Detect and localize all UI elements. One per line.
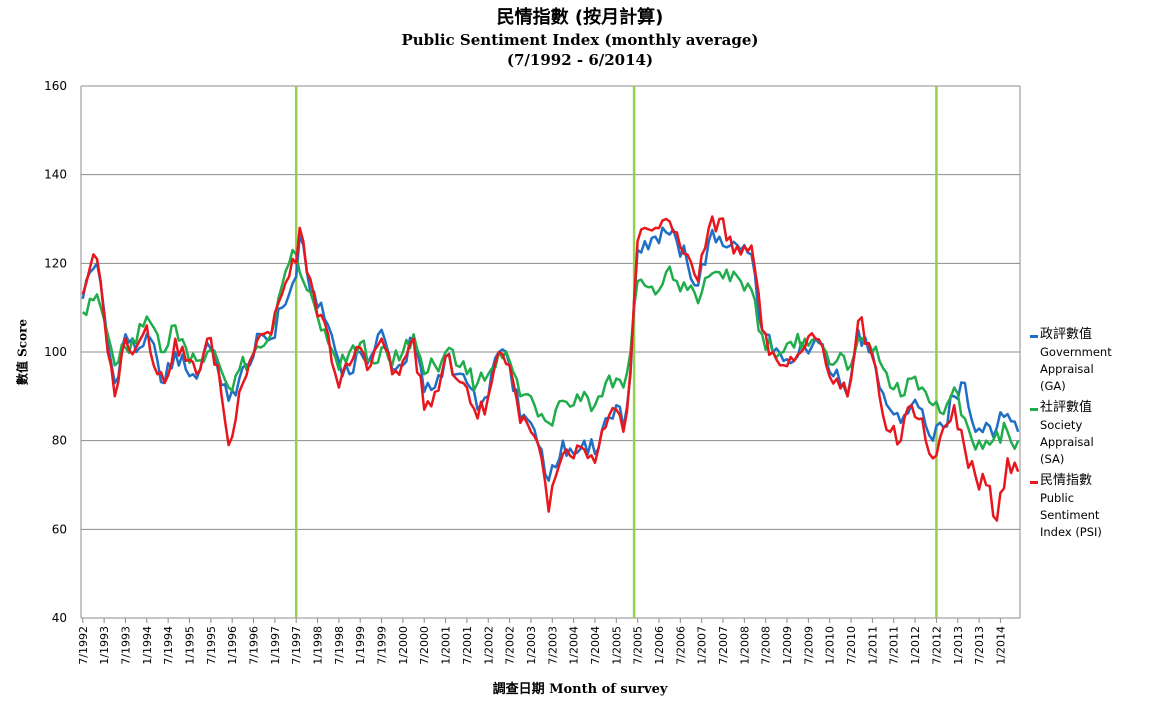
- x-tick-label: 7/1996: [248, 626, 261, 665]
- x-axis-label: 調查日期 Month of survey: [492, 682, 668, 697]
- x-tick-label: 7/2013: [973, 626, 986, 665]
- x-tick-label: 7/2012: [930, 626, 943, 665]
- legend-name-ga: 政評數值: [1040, 327, 1093, 342]
- x-tick-label: 1/1997: [269, 626, 282, 665]
- x-tick-label: 1/2008: [738, 626, 751, 665]
- x-tick-label: 7/2000: [418, 626, 431, 665]
- series-line-0: [81, 226, 1020, 482]
- y-tick-label: 120: [44, 256, 67, 270]
- y-tick-label: 100: [44, 345, 67, 359]
- axes: [80, 86, 1021, 618]
- x-tick-label: 7/1997: [290, 626, 303, 665]
- y-tick-label: 60: [52, 522, 67, 536]
- x-tick-label: 1/2003: [525, 626, 538, 665]
- title-block: 民情指數 (按月計算) Public Sentiment Index (mont…: [80, 6, 1080, 70]
- x-tick-label: 1/1995: [183, 626, 196, 665]
- x-tick-label: 7/2010: [845, 626, 858, 665]
- x-tick-label: 1/2009: [781, 626, 794, 665]
- x-tick-label: 1/1996: [226, 626, 239, 665]
- x-tick-label: 1/2002: [482, 626, 495, 665]
- legend-name-en-ga: Government Appraisal (GA): [1040, 345, 1112, 393]
- series-line-1: [82, 248, 1020, 451]
- series-line-2: [81, 215, 1020, 522]
- x-tick-label: 7/1998: [333, 626, 346, 665]
- x-tick-label: 7/1999: [376, 626, 389, 665]
- x-tick-label: 1/2004: [568, 626, 581, 665]
- x-tick-label: 1/2006: [653, 626, 666, 665]
- y-axis-label: 數值 Score: [15, 318, 30, 386]
- legend-item-sa: 社評數值 Society Appraisal (SA): [1030, 399, 1155, 468]
- x-tick-label: 1/1999: [354, 626, 367, 665]
- vertical-markers: [294, 86, 938, 618]
- x-tick-label: 7/2004: [589, 626, 602, 665]
- x-tick-label: 1/1998: [312, 626, 325, 665]
- legend: 政評數值 Government Appraisal (GA) 社評數值 Soci…: [1030, 326, 1155, 545]
- x-tick-label: 7/2011: [888, 626, 901, 665]
- x-tick-label: 1/2001: [440, 626, 453, 665]
- x-tick-label: 1/2005: [610, 626, 623, 665]
- legend-item-ga: 政評數值 Government Appraisal (GA): [1030, 326, 1155, 395]
- legend-name-psi: 民情指數: [1040, 473, 1093, 488]
- series-lines: [81, 215, 1020, 522]
- x-tick-label: 7/2001: [461, 626, 474, 665]
- x-tick-label: 7/1993: [119, 626, 132, 665]
- x-tick-label: 7/1992: [77, 626, 90, 665]
- legend-swatch-ga: [1030, 335, 1038, 338]
- x-tick-label: 1/2012: [909, 626, 922, 665]
- legend-item-psi: 民情指數 Public Sentiment Index (PSI): [1030, 472, 1155, 541]
- y-tick-label: 140: [44, 168, 67, 182]
- chart-subtitle: Public Sentiment Index (monthly average): [401, 31, 759, 49]
- x-tick-label: 7/2003: [546, 626, 559, 665]
- x-tick-label: 1/1994: [141, 626, 154, 665]
- legend-name-sa: 社評數值: [1040, 400, 1093, 415]
- y-ticks: 40 60 80 100 120 140 160: [44, 79, 67, 625]
- x-tick-label: 1/2011: [866, 626, 879, 665]
- x-tick-label: 7/2007: [717, 626, 730, 665]
- x-tick-label: 7/1994: [162, 626, 175, 665]
- legend-swatch-sa: [1030, 408, 1038, 411]
- legend-swatch-psi: [1030, 481, 1038, 484]
- x-tick-label: 7/2005: [632, 626, 645, 665]
- x-tick-label: 1/1993: [98, 626, 111, 665]
- x-tick-label: 7/2002: [504, 626, 517, 665]
- x-tick-label: 1/2013: [952, 626, 965, 665]
- chart-period: (7/1992 - 6/2014): [506, 51, 654, 69]
- legend-name-en-psi: Public Sentiment Index (PSI): [1040, 491, 1102, 539]
- y-tick-label: 160: [44, 79, 67, 93]
- x-tick-label: 7/2009: [802, 626, 815, 665]
- x-tick-label: 7/1995: [205, 626, 218, 665]
- x-tick-label: 1/2010: [824, 626, 837, 665]
- x-tick-label: 1/2000: [397, 626, 410, 665]
- chart-title: 民情指數 (按月計算): [496, 7, 664, 28]
- x-tick-label: 1/2014: [994, 626, 1007, 665]
- grid: [81, 85, 1020, 619]
- x-ticks: 7/1992 1/1993 7/1993 1/1994 7/1994 1/1995 7/19…: [77, 618, 1007, 665]
- y-tick-label: 40: [52, 611, 67, 625]
- x-tick-label: 1/2007: [696, 626, 709, 665]
- x-tick-label: 7/2006: [674, 626, 687, 665]
- x-tick-label: 7/2008: [760, 626, 773, 665]
- legend-name-en-sa: Society Appraisal (SA): [1040, 418, 1094, 466]
- y-tick-label: 80: [52, 434, 67, 448]
